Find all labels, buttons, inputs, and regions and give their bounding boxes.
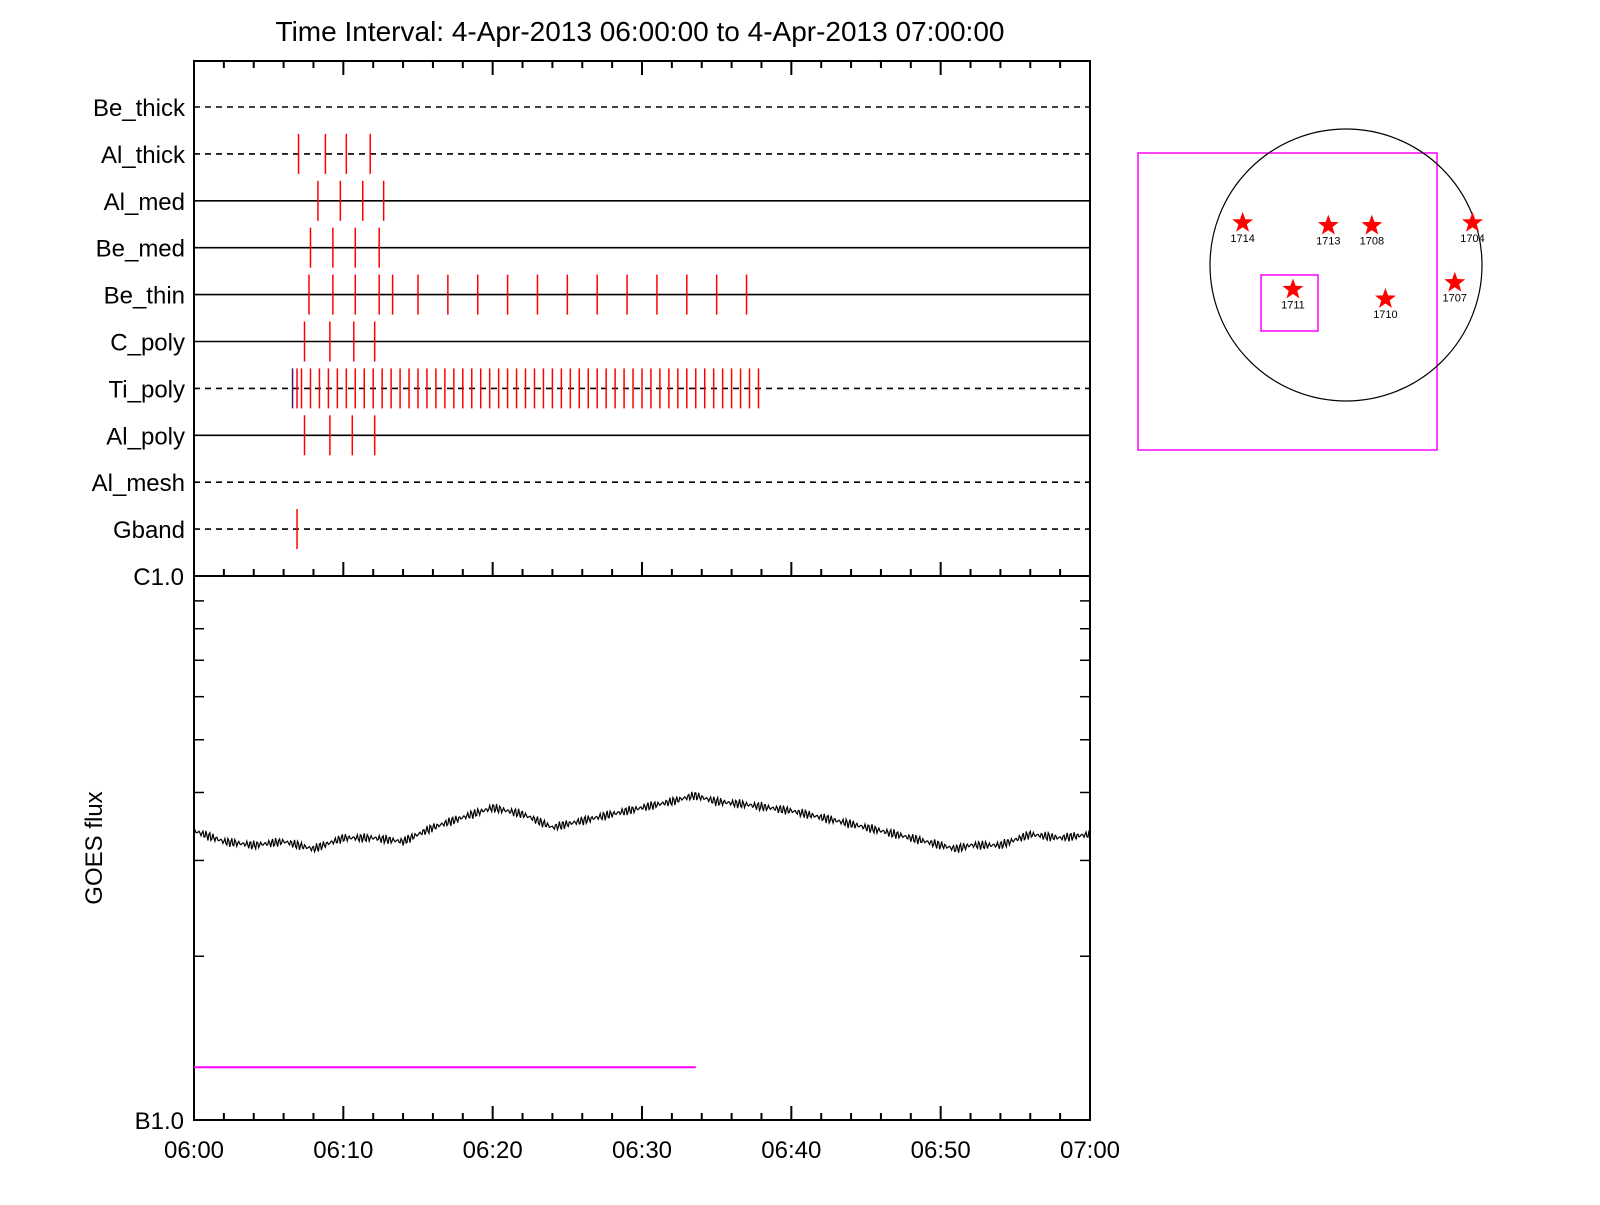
target-region-box — [1260, 274, 1319, 332]
channel-label: Be_med — [96, 236, 185, 263]
channel-label: Al_mesh — [92, 470, 185, 497]
active-region-label: 1710 — [1373, 309, 1397, 321]
x-tick-label: 06:00 — [164, 1137, 224, 1164]
event-timeline-panel: Be_thick Al_thick Al_med Be_med Be_thin C_pol… — [92, 60, 1091, 577]
active-region-star — [1444, 271, 1466, 292]
chart-title: Time Interval: 4-Apr-2013 06:00:00 to 4-… — [276, 16, 1005, 47]
channel-label: Ti_poly — [109, 376, 185, 403]
x-tick-label: 06:30 — [612, 1137, 672, 1164]
x-tick-label: 06:10 — [313, 1137, 373, 1164]
solar-disk-map: 1714 1713 1708 1704 1711 1710 1707 — [1137, 128, 1485, 451]
active-region-star — [1282, 278, 1304, 299]
x-tick-label: 06:50 — [911, 1137, 971, 1164]
x-tick-label: 07:00 — [1060, 1137, 1120, 1164]
active-region-star — [1317, 214, 1339, 235]
field-of-view-box — [1137, 152, 1438, 451]
active-region-label: 1704 — [1460, 233, 1484, 245]
channel-label: Al_thick — [101, 142, 186, 169]
active-region-star — [1462, 211, 1483, 232]
x-tick-label: 06:20 — [463, 1137, 523, 1164]
active-region-label: 1713 — [1316, 236, 1340, 248]
x-tick-label: 06:40 — [761, 1137, 821, 1164]
active-region-label: 1707 — [1443, 293, 1467, 305]
top-panel-frame — [193, 60, 1091, 577]
channel-label: Gband — [113, 517, 185, 544]
active-region-label: 1711 — [1281, 299, 1305, 311]
channel-label: Be_thin — [104, 283, 185, 310]
active-region-star — [1375, 288, 1396, 308]
active-region-label: 1708 — [1360, 236, 1384, 248]
channel-label: Al_poly — [106, 423, 185, 450]
channel-label: Be_thick — [93, 95, 186, 122]
channel-label: Al_med — [104, 189, 185, 216]
active-region-star — [1232, 211, 1254, 232]
goes-flux-trace — [193, 791, 1091, 854]
active-region-star — [1361, 214, 1383, 235]
channel-label: C_poly — [110, 330, 185, 357]
goes-flux-panel: 06:00 06:10 06:20 06:30 06:40 06:50 07:00 C1.0 B… — [81, 564, 1120, 1164]
active-region-label: 1714 — [1230, 233, 1254, 245]
y-tick-label: C1.0 — [133, 564, 184, 591]
y-axis-label: GOES flux — [81, 791, 108, 904]
solar-limb — [1209, 128, 1483, 402]
y-tick-label: B1.0 — [135, 1108, 184, 1135]
